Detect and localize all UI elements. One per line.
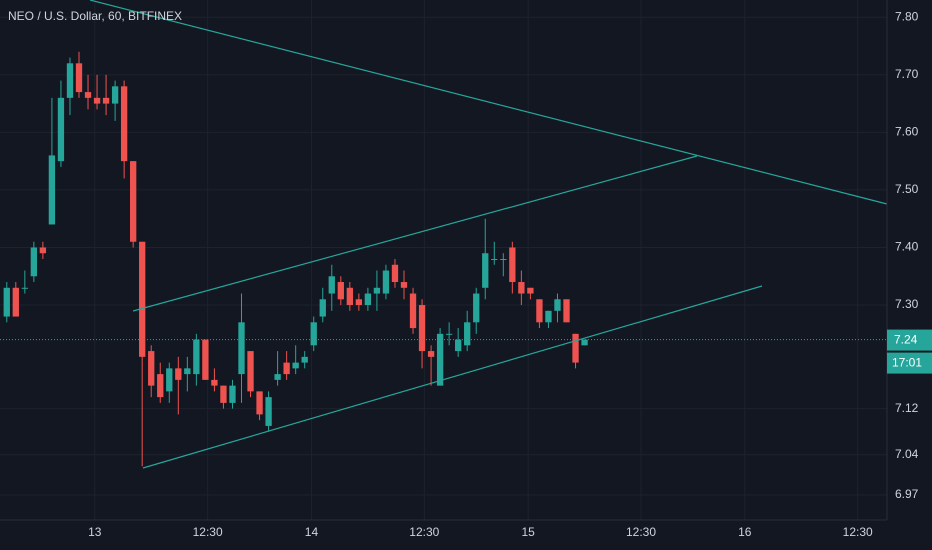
trend-lines xyxy=(89,0,888,469)
y-tick-label: 7.40 xyxy=(895,240,919,254)
candle-body xyxy=(48,155,56,225)
candle-body xyxy=(274,374,281,380)
candle-body xyxy=(21,287,28,289)
y-tick-label: 7.50 xyxy=(895,182,919,196)
candle-body xyxy=(111,86,119,104)
candle-body xyxy=(283,362,290,375)
candle-body xyxy=(337,282,344,300)
y-tick-label: 7.12 xyxy=(895,401,919,415)
x-tick-label: 12:30 xyxy=(409,525,439,539)
candle-body xyxy=(220,385,227,403)
x-tick-label: 13 xyxy=(88,525,102,539)
y-tick-label: 7.70 xyxy=(895,67,919,81)
x-tick-label: 15 xyxy=(521,525,535,539)
x-tick-label: 14 xyxy=(305,525,319,539)
candle-body xyxy=(491,259,498,260)
candle-body xyxy=(518,282,525,294)
candle-body xyxy=(391,264,399,283)
candle-body xyxy=(301,356,308,363)
candle-body xyxy=(166,368,173,392)
candle-body xyxy=(436,333,444,386)
candle-body xyxy=(229,385,236,403)
candle-body xyxy=(102,97,110,104)
candle-body xyxy=(84,92,92,98)
candle-body xyxy=(536,299,543,323)
candle-body xyxy=(265,397,272,426)
candle-body xyxy=(193,339,200,375)
candle-body xyxy=(139,241,146,357)
candle-body xyxy=(418,305,426,352)
candle-body xyxy=(400,282,408,288)
countdown-box xyxy=(887,352,932,374)
candle-body xyxy=(66,63,74,98)
countdown-label: 17:01 xyxy=(892,356,922,370)
candle-body xyxy=(39,247,47,254)
x-tick-label: 12:30 xyxy=(626,525,656,539)
x-tick-label: 12:30 xyxy=(843,525,873,539)
candle-body xyxy=(445,333,453,335)
trend-line xyxy=(89,0,888,205)
candle-body xyxy=(175,368,182,380)
candle-body xyxy=(409,293,417,329)
candle-body xyxy=(554,299,561,311)
candle-body xyxy=(373,287,381,294)
last-price-box xyxy=(887,329,932,351)
candle-body xyxy=(75,63,83,93)
candle-body xyxy=(202,339,209,380)
candle-body xyxy=(184,368,191,375)
candle-body xyxy=(120,86,128,162)
candle-body xyxy=(572,333,579,363)
candle-body xyxy=(93,97,101,104)
candle-body xyxy=(482,253,489,288)
candle-body xyxy=(256,391,263,415)
y-tick-label: 6.97 xyxy=(895,487,919,501)
axes: 7.80 7.70 7.60 7.50 7.40 7.30 7.12 7.04 6.97 13 12… xyxy=(0,9,932,539)
candle-body xyxy=(509,247,516,283)
x-tick-label: 16 xyxy=(738,525,752,539)
candle-body xyxy=(473,293,480,323)
y-tick-label: 7.30 xyxy=(895,297,919,311)
candle-body xyxy=(148,351,155,386)
candle-body xyxy=(292,362,299,369)
candle-body xyxy=(157,374,164,398)
last-price-label: 7.24 xyxy=(894,333,918,347)
candle-body xyxy=(455,339,462,352)
candle-body xyxy=(57,97,65,162)
candle-body xyxy=(328,276,335,294)
candle-body xyxy=(211,379,218,386)
y-tick-label: 7.80 xyxy=(895,9,919,23)
candle-body xyxy=(427,351,435,357)
candles xyxy=(3,51,588,467)
candle-body xyxy=(545,310,552,323)
candle-body xyxy=(247,351,254,392)
candle-body xyxy=(581,339,588,346)
candle-body xyxy=(30,247,38,277)
candle-body xyxy=(563,299,570,323)
candle-body xyxy=(527,287,534,294)
candle-body xyxy=(500,259,507,260)
x-tick-label: 12:30 xyxy=(193,525,223,539)
grid xyxy=(0,0,887,520)
candle-body xyxy=(12,287,19,317)
candle-body xyxy=(238,322,245,375)
candle-body xyxy=(130,161,137,242)
chart-title: NEO / U.S. Dollar, 60, BITFINEX xyxy=(8,9,182,23)
candle-body xyxy=(319,299,326,317)
candle-body xyxy=(364,293,372,306)
y-tick-label: 7.04 xyxy=(895,447,919,461)
candle-body xyxy=(382,270,390,294)
candle-body xyxy=(310,322,317,346)
candle-body xyxy=(464,322,471,346)
candle-body xyxy=(346,287,353,306)
candle-body xyxy=(3,287,10,317)
candle-body xyxy=(355,299,363,306)
trend-line xyxy=(132,155,698,312)
y-tick-label: 7.60 xyxy=(895,125,919,139)
trend-line xyxy=(142,285,763,469)
